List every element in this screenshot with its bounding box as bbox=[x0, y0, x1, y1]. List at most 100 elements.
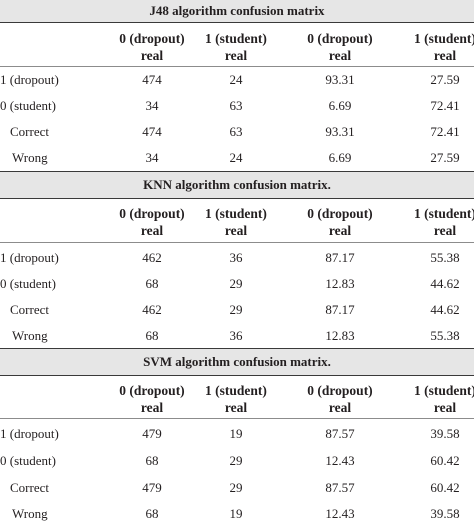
section-title-band: KNN algorithm confusion matrix. bbox=[0, 172, 474, 198]
table-cell: 6.69 bbox=[328, 150, 352, 165]
section-title: SVM algorithm confusion matrix. bbox=[143, 354, 331, 369]
col-header-dropout-count: 0 (dropout) real bbox=[112, 382, 192, 416]
table-cell: 68 bbox=[145, 453, 159, 468]
table-cell: 12.43 bbox=[325, 506, 355, 521]
row-label: 1 (dropout) bbox=[0, 72, 59, 87]
col-header-line: 1 (student) bbox=[205, 383, 267, 398]
table-cell: 29 bbox=[229, 453, 243, 468]
table-cell: 55.38 bbox=[430, 250, 460, 265]
row-label: Correct bbox=[10, 480, 49, 495]
col-header-dropout-count: 0 (dropout) real bbox=[112, 30, 192, 64]
table-cell: 60.42 bbox=[430, 453, 460, 468]
header-rule bbox=[0, 22, 474, 23]
row-label: 0 (student) bbox=[0, 453, 56, 468]
col-header-dropout-percent: 0 (dropout) real bbox=[300, 205, 380, 239]
table-cell: 19 bbox=[229, 426, 243, 441]
section-title-band: SVM algorithm confusion matrix. bbox=[0, 349, 474, 375]
row-label: Wrong bbox=[12, 328, 48, 343]
col-header-line: real bbox=[140, 400, 164, 415]
table-cell: 462 bbox=[142, 250, 162, 265]
row-label: 1 (dropout) bbox=[0, 426, 59, 441]
col-header-student-count: 1 (student) real bbox=[196, 30, 276, 64]
table-cell: 60.42 bbox=[430, 480, 460, 495]
table-cell: 479 bbox=[142, 480, 162, 495]
col-header-line: real bbox=[433, 48, 457, 63]
table-cell: 34 bbox=[145, 98, 159, 113]
col-header-line: 0 (dropout) bbox=[119, 31, 185, 46]
header-rule bbox=[0, 375, 474, 376]
table-cell: 68 bbox=[145, 328, 159, 343]
col-header-line: real bbox=[433, 223, 457, 238]
col-header-line: 1 (student) bbox=[414, 383, 474, 398]
table-cell: 68 bbox=[145, 276, 159, 291]
col-header-student-percent: 1 (student) real bbox=[414, 205, 474, 239]
table-cell: 63 bbox=[229, 98, 243, 113]
table-cell: 87.17 bbox=[325, 250, 355, 265]
col-header-line: real bbox=[328, 48, 352, 63]
col-header-line: 1 (student) bbox=[414, 31, 474, 46]
table-cell: 72.41 bbox=[430, 124, 460, 139]
table-cell: 93.31 bbox=[325, 72, 355, 87]
table-cell: 68 bbox=[145, 506, 159, 521]
col-header-line: real bbox=[433, 400, 457, 415]
table-cell: 29 bbox=[229, 302, 243, 317]
col-header-line: 0 (dropout) bbox=[307, 383, 373, 398]
col-header-line: real bbox=[224, 48, 248, 63]
col-header-line: real bbox=[140, 223, 164, 238]
col-header-line: 1 (student) bbox=[205, 31, 267, 46]
col-header-student-count: 1 (student) real bbox=[196, 382, 276, 416]
col-header-line: real bbox=[224, 400, 248, 415]
header-rule bbox=[0, 198, 474, 199]
table-cell: 44.62 bbox=[430, 302, 460, 317]
row-label: 0 (student) bbox=[0, 98, 56, 113]
table-cell: 19 bbox=[229, 506, 243, 521]
row-label: 0 (student) bbox=[0, 276, 56, 291]
table-cell: 87.17 bbox=[325, 302, 355, 317]
col-header-line: real bbox=[224, 223, 248, 238]
table-cell: 36 bbox=[229, 250, 243, 265]
section-title: KNN algorithm confusion matrix. bbox=[143, 177, 331, 192]
header-divider bbox=[0, 242, 474, 243]
table-cell: 24 bbox=[229, 150, 243, 165]
section-bottom-rule bbox=[0, 348, 474, 349]
header-divider bbox=[0, 418, 474, 419]
table-cell: 93.31 bbox=[325, 124, 355, 139]
table-cell: 479 bbox=[142, 426, 162, 441]
table-cell: 24 bbox=[229, 72, 243, 87]
col-header-dropout-count: 0 (dropout) real bbox=[112, 205, 192, 239]
col-header-student-percent: 1 (student) real bbox=[414, 30, 474, 64]
col-header-line: real bbox=[328, 400, 352, 415]
table-cell: 27.59 bbox=[430, 72, 460, 87]
table-cell: 29 bbox=[229, 480, 243, 495]
row-label: Wrong bbox=[12, 506, 48, 521]
table-cell: 6.69 bbox=[328, 98, 352, 113]
table-cell: 87.57 bbox=[325, 480, 355, 495]
table-cell: 27.59 bbox=[430, 150, 460, 165]
col-header-line: 1 (student) bbox=[414, 206, 474, 221]
col-header-line: real bbox=[328, 223, 352, 238]
section-title-band: J48 algorithm confusion matrix bbox=[0, 0, 474, 22]
table-cell: 29 bbox=[229, 276, 243, 291]
col-header-line: real bbox=[140, 48, 164, 63]
col-header-line: 0 (dropout) bbox=[119, 383, 185, 398]
section-title: J48 algorithm confusion matrix bbox=[149, 3, 325, 18]
table-cell: 72.41 bbox=[430, 98, 460, 113]
table-cell: 12.83 bbox=[325, 276, 355, 291]
col-header-line: 0 (dropout) bbox=[307, 206, 373, 221]
col-header-line: 0 (dropout) bbox=[119, 206, 185, 221]
header-divider bbox=[0, 66, 474, 67]
table-cell: 63 bbox=[229, 124, 243, 139]
table-cell: 34 bbox=[145, 150, 159, 165]
row-label: Correct bbox=[10, 302, 49, 317]
col-header-line: 0 (dropout) bbox=[307, 31, 373, 46]
col-header-dropout-percent: 0 (dropout) real bbox=[300, 382, 380, 416]
table-cell: 12.43 bbox=[325, 453, 355, 468]
table-cell: 474 bbox=[142, 124, 162, 139]
table-cell: 12.83 bbox=[325, 328, 355, 343]
table-cell: 87.57 bbox=[325, 426, 355, 441]
row-label: Wrong bbox=[12, 150, 48, 165]
table-cell: 462 bbox=[142, 302, 162, 317]
col-header-dropout-percent: 0 (dropout) real bbox=[300, 30, 380, 64]
table-cell: 55.38 bbox=[430, 328, 460, 343]
table-cell: 474 bbox=[142, 72, 162, 87]
